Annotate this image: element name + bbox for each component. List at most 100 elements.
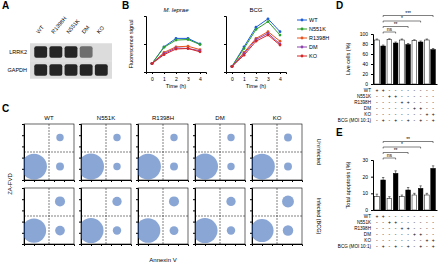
tick-mark <box>371 54 373 55</box>
tick <box>193 169 195 170</box>
tick <box>250 199 252 200</box>
x-axis: 01234 <box>147 72 207 82</box>
axis-line <box>371 161 374 211</box>
plot-area <box>252 124 302 180</box>
error-bar <box>376 39 378 40</box>
bar <box>381 46 386 84</box>
tick-label: 20 <box>362 71 368 77</box>
band <box>80 64 93 76</box>
population <box>24 154 47 180</box>
tick <box>136 146 138 147</box>
plot-area <box>24 124 74 180</box>
tick-mark <box>121 244 122 246</box>
table-sign: + <box>382 243 385 249</box>
gate-line <box>24 216 74 217</box>
axis-line <box>147 73 207 75</box>
population <box>138 154 161 180</box>
x-axis <box>25 244 75 246</box>
significance-label: ** <box>394 21 398 27</box>
tick-mark <box>164 72 165 74</box>
tick <box>136 135 138 136</box>
population <box>24 218 46 242</box>
tick-mark <box>111 180 112 182</box>
table-sign: - <box>389 243 391 249</box>
tick-mark <box>250 233 252 234</box>
tick-mark <box>136 199 138 200</box>
tick: 0 <box>151 72 154 82</box>
tick-label: 4 <box>199 76 202 82</box>
x-axis <box>82 180 132 182</box>
tick <box>34 244 35 246</box>
error-bar <box>432 49 434 50</box>
marker <box>243 54 246 57</box>
bar <box>418 188 423 210</box>
table-sign: - <box>389 117 391 123</box>
bar <box>406 45 411 85</box>
tick-mark <box>292 180 293 182</box>
legend-marker <box>301 46 304 49</box>
tick-mark <box>22 233 24 234</box>
tick <box>64 244 65 246</box>
tick: 0 <box>365 207 373 213</box>
plot-area <box>195 188 245 244</box>
tick-label: 0 <box>365 81 368 87</box>
figure: AWTR1398HN551KDMKOLRRK2GAPDHBFluorescenc… <box>0 0 440 271</box>
panel-label: B <box>122 0 129 11</box>
tick-mark <box>79 146 81 147</box>
tick-mark <box>79 158 81 159</box>
tick-mark <box>44 244 45 246</box>
population <box>284 163 292 171</box>
tick <box>250 222 252 223</box>
band <box>49 64 62 76</box>
legend-line <box>297 29 307 30</box>
tick-mark <box>22 135 24 136</box>
marker <box>231 65 234 68</box>
axis-title: Annexin V <box>149 257 176 263</box>
tick <box>193 158 195 159</box>
x-axis: 01234 <box>227 72 287 82</box>
y-axis <box>144 17 147 73</box>
population <box>170 226 179 235</box>
tick-mark <box>144 72 146 73</box>
tick-mark <box>101 244 102 246</box>
table-sign: + <box>419 243 422 249</box>
tick-mark <box>148 180 149 182</box>
error-bar <box>401 39 403 40</box>
plot-area <box>138 188 188 244</box>
tick-mark <box>371 193 373 194</box>
tick-mark <box>176 72 177 74</box>
marker <box>199 43 202 46</box>
subplot-title: M. leprae <box>163 7 189 13</box>
tick-mark <box>34 244 35 246</box>
tick <box>250 146 252 147</box>
marker <box>163 53 166 56</box>
tick: 1 <box>163 72 166 82</box>
bar <box>393 43 398 84</box>
band <box>95 64 108 76</box>
tick <box>111 180 112 182</box>
population <box>55 196 65 206</box>
tick-mark <box>152 72 153 74</box>
tick <box>79 222 81 223</box>
tick: 0 <box>231 72 234 82</box>
tick-mark <box>111 244 112 246</box>
tick <box>193 199 195 200</box>
tick <box>292 244 293 246</box>
tick-mark <box>272 180 273 182</box>
tick <box>148 244 149 246</box>
panel-label: A <box>2 0 9 11</box>
marker <box>231 65 234 68</box>
population <box>113 134 120 141</box>
tick <box>79 210 81 211</box>
significance-label: * <box>401 141 403 147</box>
bar <box>375 197 380 210</box>
x-axis <box>139 180 189 182</box>
marker <box>231 65 234 68</box>
marker <box>151 62 154 65</box>
tick <box>136 158 138 159</box>
series-line <box>232 35 280 66</box>
tick <box>250 169 252 170</box>
gate-line <box>81 216 131 217</box>
series-line <box>232 32 280 67</box>
tick-mark <box>22 210 24 211</box>
